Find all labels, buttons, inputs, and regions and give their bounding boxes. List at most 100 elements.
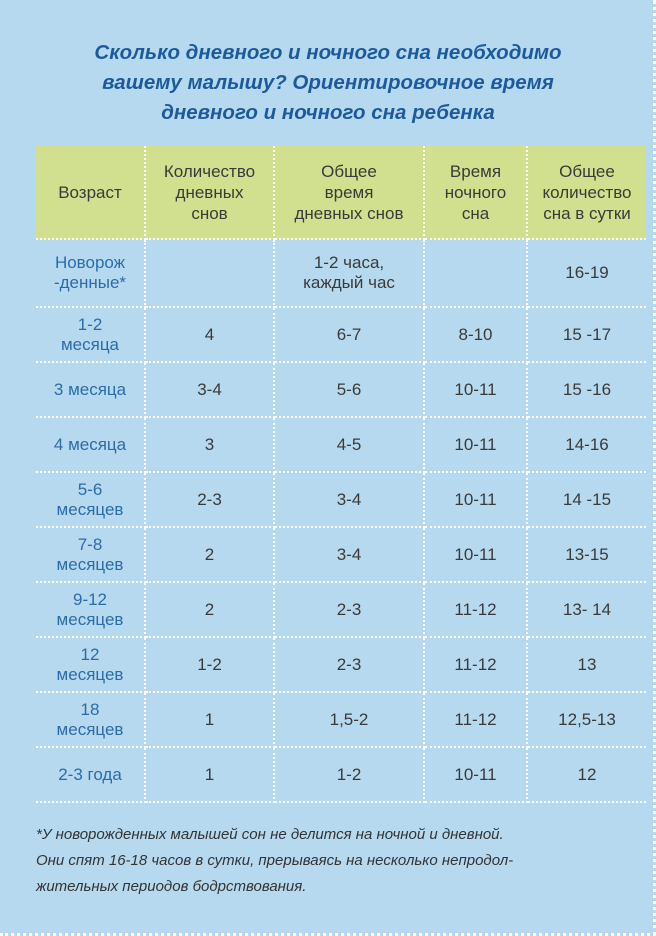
total-sleep-cell: 14-16: [528, 418, 646, 473]
age-line: 1-2: [77, 314, 103, 334]
footnote-line: Они спят 16-18 часов в сутки, прерываясь…: [36, 852, 514, 869]
header-night-sleep: Время ночного сна: [425, 146, 528, 240]
age-line: месяцев: [56, 664, 124, 684]
day-sleep-cell: 1,5-2: [275, 693, 425, 748]
day-sleep-cell: 1-2: [275, 748, 425, 803]
night-sleep-cell: 10-11: [425, 363, 528, 418]
total-sleep-cell: 13: [528, 638, 646, 693]
total-sleep-cell: 15 -16: [528, 363, 646, 418]
naps-cell: 3: [146, 418, 275, 473]
title-line: Сколько дневного и ночного сна необходим…: [94, 41, 562, 64]
day-sleep-cell: 4-5: [275, 418, 425, 473]
age-line: 12: [80, 644, 100, 664]
day-sleep-line: каждый час: [303, 273, 395, 292]
night-sleep-cell: [425, 240, 528, 308]
header-line: Время: [449, 161, 502, 181]
night-sleep-cell: 11-12: [425, 638, 528, 693]
day-sleep-line: 1-2 часа,: [313, 253, 385, 272]
header-line: Возраст: [58, 182, 122, 202]
footnote: *У новорожденных малышей сон не делится …: [36, 822, 646, 900]
naps-cell: 2-3: [146, 473, 275, 528]
total-sleep-cell: 16-19: [528, 240, 646, 308]
day-sleep-cell: 2-3: [275, 583, 425, 638]
day-sleep-cell: 3-4: [275, 473, 425, 528]
total-sleep-cell: 15 -17: [528, 308, 646, 363]
age-cell: 7-8 месяцев: [36, 528, 146, 583]
age-line: месяцев: [56, 554, 124, 574]
day-sleep-cell: 2-3: [275, 638, 425, 693]
day-sleep-cell: 3-4: [275, 528, 425, 583]
age-cell: 2-3 года: [36, 748, 146, 803]
table-row: Новорож -денные* 1-2 часа, каждый час 16…: [36, 240, 646, 308]
age-line: месяца: [60, 334, 120, 354]
table-header-row: Возраст Количество дневных снов Общее вр…: [36, 146, 646, 240]
table-row: 4 месяца 3 4-5 10-11 14-16: [36, 418, 646, 473]
header-line: ночного: [444, 182, 507, 202]
age-line: 5-6: [77, 479, 103, 499]
night-sleep-cell: 10-11: [425, 473, 528, 528]
header-line: сна: [461, 203, 490, 223]
age-cell: 4 месяца: [36, 418, 146, 473]
night-sleep-cell: 10-11: [425, 418, 528, 473]
table-row: 7-8 месяцев 2 3-4 10-11 13-15: [36, 528, 646, 583]
naps-cell: 1: [146, 748, 275, 803]
table-row: 3 месяца 3-4 5-6 10-11 15 -16: [36, 363, 646, 418]
table-row: 18 месяцев 1 1,5-2 11-12 12,5-13: [36, 693, 646, 748]
age-line: -денные*: [53, 273, 127, 292]
total-sleep-cell: 14 -15: [528, 473, 646, 528]
footnote-line: *У новорожденных малышей сон не делится …: [36, 826, 504, 843]
header-line: Количество: [163, 161, 256, 181]
age-cell: Новорож -денные*: [36, 240, 146, 308]
age-line: месяцев: [56, 609, 124, 629]
naps-cell: 3-4: [146, 363, 275, 418]
age-cell: 3 месяца: [36, 363, 146, 418]
header-nap-count: Количество дневных снов: [146, 146, 275, 240]
age-cell: 12 месяцев: [36, 638, 146, 693]
day-sleep-cell: 5-6: [275, 363, 425, 418]
total-sleep-cell: 12: [528, 748, 646, 803]
age-line: Новорож: [54, 253, 126, 272]
day-sleep-cell: 1-2 часа, каждый час: [275, 240, 425, 308]
header-total-sleep: Общее количество сна в сутки: [528, 146, 646, 240]
night-sleep-cell: 11-12: [425, 583, 528, 638]
naps-cell: 2: [146, 528, 275, 583]
header-age: Возраст: [36, 146, 146, 240]
night-sleep-cell: 10-11: [425, 528, 528, 583]
naps-cell: 1: [146, 693, 275, 748]
table-row: 1-2 месяца 4 6-7 8-10 15 -17: [36, 308, 646, 363]
total-sleep-cell: 13- 14: [528, 583, 646, 638]
night-sleep-cell: 11-12: [425, 693, 528, 748]
header-line: сна в сутки: [543, 203, 631, 223]
age-cell: 18 месяцев: [36, 693, 146, 748]
footnote-line: жительных периодов бодрствования.: [36, 878, 307, 895]
header-line: Общее: [559, 161, 615, 181]
day-sleep-cell: 6-7: [275, 308, 425, 363]
age-line: месяцев: [56, 499, 124, 519]
header-line: дневных: [175, 182, 244, 202]
title-line: дневного и ночного сна ребенка: [161, 101, 495, 124]
total-sleep-cell: 12,5-13: [528, 693, 646, 748]
header-line: Общее: [321, 161, 377, 181]
sleep-table: Возраст Количество дневных снов Общее вр…: [36, 146, 646, 803]
age-cell: 5-6 месяцев: [36, 473, 146, 528]
title-line: вашему малышу? Ориентировочное время: [102, 71, 554, 94]
age-line: 18: [80, 699, 100, 719]
header-line: дневных снов: [294, 203, 404, 223]
age-line: 7-8: [77, 534, 103, 554]
age-line: 9-12: [72, 589, 108, 609]
header-line: время: [324, 182, 374, 202]
naps-cell: [146, 240, 275, 308]
header-line: количество: [542, 182, 632, 202]
total-sleep-cell: 13-15: [528, 528, 646, 583]
age-cell: 1-2 месяца: [36, 308, 146, 363]
header-line: снов: [191, 203, 228, 223]
table-row: 12 месяцев 1-2 2-3 11-12 13: [36, 638, 646, 693]
page-title: Сколько дневного и ночного сна необходим…: [20, 38, 636, 128]
header-day-sleep: Общее время дневных снов: [275, 146, 425, 240]
night-sleep-cell: 10-11: [425, 748, 528, 803]
age-line: месяцев: [56, 719, 124, 739]
table-row: 5-6 месяцев 2-3 3-4 10-11 14 -15: [36, 473, 646, 528]
table-row: 9-12 месяцев 2 2-3 11-12 13- 14: [36, 583, 646, 638]
age-cell: 9-12 месяцев: [36, 583, 146, 638]
